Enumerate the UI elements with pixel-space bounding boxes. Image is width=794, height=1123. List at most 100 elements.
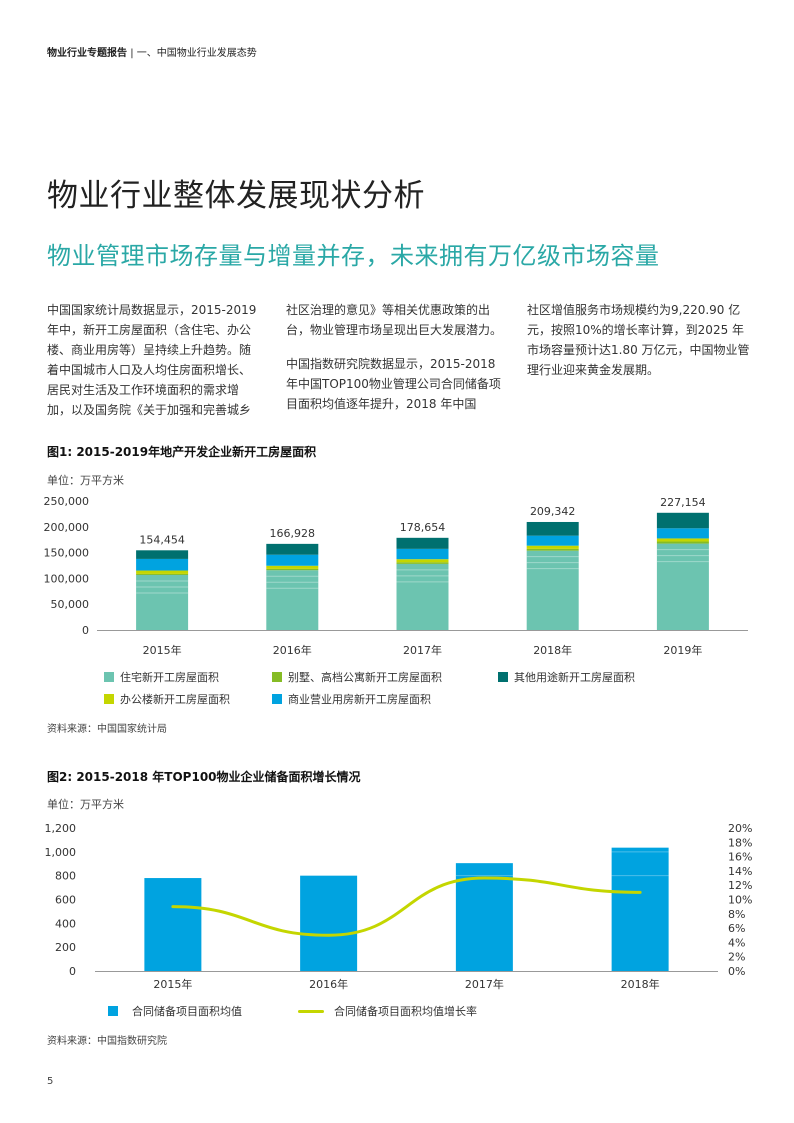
paragraph: 社区治理的意见》等相关优惠政策的出台，物业管理市场呈现出巨大发展潜力。 — [286, 303, 503, 337]
bar-segment — [136, 570, 189, 574]
legend-item: 办公楼新开工房屋面积 — [104, 691, 230, 707]
section-subtitle: 物业管理市场存量与增量并存，未来拥有万亿级市场容量 — [47, 242, 660, 270]
running-head: 物业行业专题报告 | 一、中国物业行业发展态势 — [47, 44, 257, 59]
bar-segment — [656, 512, 709, 529]
figure-2-source: 资料来源：中国指数研究院 — [47, 1036, 167, 1047]
x-tick-label: 2015年 — [143, 643, 182, 657]
bar-segment — [136, 558, 189, 571]
legend-label: 商业营业用房新开工房屋面积 — [288, 693, 431, 706]
y2-tick-label: 6% — [728, 922, 745, 935]
y2-tick-label: 10% — [728, 894, 752, 907]
total-label: 209,342 — [530, 505, 576, 518]
x-tick-label: 2017年 — [465, 977, 504, 991]
y-tick-label: 150,000 — [44, 547, 90, 560]
legend-swatch — [104, 672, 114, 682]
y-tick-label: 200 — [55, 941, 76, 954]
page-number: 5 — [47, 1076, 54, 1087]
legend-item: 合同储备项目面积均值 — [108, 1003, 242, 1019]
section-title: 物业行业整体发展现状分析 — [47, 178, 425, 214]
y-tick-label: 100,000 — [44, 572, 90, 585]
bar-segment — [266, 568, 319, 571]
figure-1-title: 图1: 2015-2019年地产开发企业新开工房屋面积 — [47, 445, 317, 459]
bar — [300, 875, 358, 971]
y2-tick-label: 12% — [728, 879, 752, 892]
bar — [455, 863, 513, 971]
bar-segment — [396, 559, 449, 563]
legend-swatch — [498, 672, 508, 682]
figure-1-unit: 单位：万平方米 — [47, 474, 124, 487]
total-label: 227,154 — [660, 496, 706, 509]
y-tick-label: 400 — [55, 917, 76, 930]
y2-tick-label: 8% — [728, 908, 745, 921]
paragraph: 社区增值服务市场规模约为9,220.90 亿元，按照10%的增长率计算，到202… — [527, 303, 750, 377]
bar-segment — [656, 538, 709, 542]
chapter-title: 一、中国物业行业发展态势 — [136, 48, 257, 59]
x-tick-label: 2016年 — [309, 977, 348, 991]
figure-1-chart: 0 50,000 100,000 150,000 200,000 250,000 154,4… — [44, 495, 748, 657]
x-tick-label: 2019年 — [663, 643, 702, 657]
legend-label: 别墅、高档公寓新开工房屋面积 — [288, 671, 442, 684]
legend-label: 办公楼新开工房屋面积 — [120, 693, 230, 706]
y2-tick-label: 0% — [728, 965, 745, 978]
legend-line — [298, 1009, 324, 1013]
y2-tick-label: 14% — [728, 865, 752, 878]
body-column-1: 中国国家统计局数据显示，2015-2019年中，新开工房屋面积（含住宅、办公楼、… — [47, 300, 262, 434]
bar-segment — [526, 535, 579, 546]
bar-segment — [136, 574, 189, 630]
bar-segment — [656, 543, 709, 630]
x-tick-label: 2015年 — [153, 977, 192, 991]
y2-tick-label: 18% — [728, 836, 752, 849]
bar-segment — [136, 573, 189, 575]
figure-2-title: 图2: 2015-2018 年TOP100物业企业储备面积增长情况 — [47, 770, 361, 784]
bar-segment — [266, 565, 319, 569]
bar-segment — [396, 537, 449, 549]
y-tick-label: 800 — [55, 870, 76, 883]
y-tick-label: 1,000 — [45, 846, 77, 859]
y2-tick-label: 2% — [728, 951, 745, 964]
bar-segment — [266, 554, 319, 566]
legend-swatch — [272, 694, 282, 704]
legend-swatch — [104, 694, 114, 704]
report-title: 物业行业专题报告 — [47, 48, 127, 59]
legend-label: 其他用途新开工房屋面积 — [514, 671, 635, 684]
y-tick-label: 50,000 — [51, 598, 90, 611]
y2-tick-label: 16% — [728, 851, 752, 864]
bar-segment — [526, 550, 579, 630]
total-label: 154,454 — [139, 533, 185, 546]
figure-2-unit: 单位：万平方米 — [47, 798, 124, 811]
legend-label: 合同储备项目面积均值增长率 — [334, 1005, 477, 1018]
legend-item: 商业营业用房新开工房屋面积 — [272, 691, 431, 707]
y2-tick-label: 4% — [728, 936, 745, 949]
y-tick-label: 1,200 — [45, 822, 77, 835]
x-tick-label: 2018年 — [533, 643, 572, 657]
bar-segment — [266, 570, 319, 630]
bar-segment — [526, 548, 579, 551]
legend-swatch — [272, 672, 282, 682]
bar-segment — [266, 543, 319, 555]
x-tick-label: 2017年 — [403, 643, 442, 657]
body-column-3: 社区增值服务市场规模约为9,220.90 亿元，按照10%的增长率计算，到202… — [527, 300, 752, 394]
legend-swatch — [108, 1006, 118, 1016]
y-tick-label: 0 — [82, 624, 89, 637]
total-label: 178,654 — [400, 521, 446, 534]
growth-rate-line — [171, 876, 642, 937]
x-tick-label: 2016年 — [273, 643, 312, 657]
bar — [611, 847, 669, 971]
figure-1-source: 资料来源：中国国家统计局 — [47, 724, 167, 735]
y-tick-label: 250,000 — [44, 495, 90, 508]
bar — [144, 878, 202, 971]
bar-segment — [396, 563, 449, 630]
y-tick-label: 0 — [69, 965, 76, 978]
bar-segment — [396, 562, 449, 564]
bar-segment — [396, 548, 449, 560]
y-tick-label: 200,000 — [44, 521, 90, 534]
figure-2-chart: 02004006008001,0001,2000%2%4%6%8%10%12%1… — [45, 822, 753, 991]
bar-segment — [526, 521, 579, 536]
body-column-2: 社区治理的意见》等相关优惠政策的出台，物业管理市场呈现出巨大发展潜力。 中国指数… — [286, 300, 506, 428]
bar-segment — [526, 545, 579, 549]
bar-segment — [136, 550, 189, 559]
header-separator: | — [130, 48, 134, 59]
legend-item: 住宅新开工房屋面积 — [104, 669, 219, 685]
y2-tick-label: 20% — [728, 822, 752, 835]
y-tick-label: 600 — [55, 894, 76, 907]
